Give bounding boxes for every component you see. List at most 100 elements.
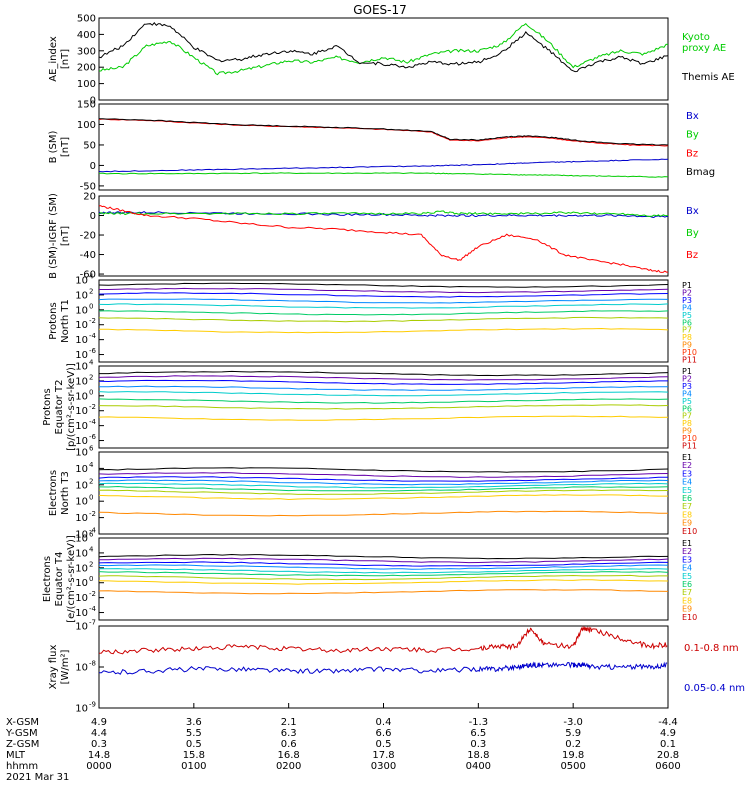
flux-channel-line [98, 579, 669, 585]
y-tick-label: 10 [75, 290, 88, 301]
x-axis-row-label: Z-GSM [6, 739, 39, 750]
legend-label: P3 [682, 296, 692, 305]
y-axis-label: Equator T2 [54, 380, 65, 435]
y-tick-label: 0 [90, 96, 96, 107]
flux-channel-line [98, 564, 669, 570]
series-line-themis-ae [98, 22, 669, 73]
y-tick-exponent: 2 [89, 477, 93, 485]
y-tick-label: 10 [75, 320, 88, 331]
y-tick-label: 100 [77, 120, 96, 131]
panel-frame [98, 451, 669, 535]
legend-label: P9 [682, 341, 692, 350]
y-tick-label: 100 [77, 79, 96, 90]
flux-channel-line [98, 485, 669, 492]
x-axis-value: 16.8 [278, 750, 300, 761]
y-tick-label: 10 [75, 622, 88, 633]
flux-channel-line [98, 553, 669, 560]
x-axis-value: 6.3 [281, 728, 297, 739]
y-tick-label: 10 [75, 530, 88, 541]
x-axis-value: -4.4 [658, 717, 678, 728]
flux-channel-line [98, 316, 669, 323]
y-tick-exponent: -8 [89, 660, 96, 668]
flux-channel-line [98, 472, 669, 478]
y-tick-exponent: -2 [89, 403, 96, 411]
flux-channel-line [98, 494, 668, 501]
x-axis-value: 17.8 [372, 750, 394, 761]
legend-label: P10 [682, 348, 697, 357]
series-line-bz [98, 205, 668, 273]
flux-channel-line [98, 310, 669, 316]
flux-channel-line [98, 589, 669, 595]
y-tick-label: 10 [75, 276, 88, 287]
y-axis-label: [W/m²] [60, 649, 71, 684]
legend-label: Bz [686, 148, 698, 159]
y-tick-label: 0 [90, 211, 96, 222]
y-tick-exponent: 2 [89, 287, 93, 295]
legend-label: P7 [682, 412, 692, 421]
legend-label: E7 [682, 588, 692, 597]
x-axis-value: 0.3 [470, 739, 486, 750]
y-tick-label: 10 [75, 350, 88, 361]
y-tick-label: 150 [77, 100, 96, 111]
x-axis-value: 0.1 [660, 739, 676, 750]
y-tick-exponent: 4 [89, 461, 94, 469]
x-axis-row-label: MLT [6, 750, 26, 761]
legend-label: P6 [682, 404, 692, 413]
y-axis-label: North T3 [60, 471, 71, 515]
legend-label: E10 [682, 613, 697, 622]
y-tick-exponent: 4 [89, 359, 94, 367]
legend-label: P5 [682, 311, 692, 320]
legend-label: P11 [682, 442, 697, 451]
y-tick-label: 10 [75, 578, 88, 589]
y-tick-exponent: -2 [89, 590, 96, 598]
legend-label: P3 [682, 382, 692, 391]
legend-label: E5 [682, 486, 692, 495]
legend-label: E3 [682, 555, 692, 564]
legend-label: Bx [686, 206, 699, 217]
y-tick-label: 10 [75, 436, 88, 447]
x-axis-value: 19.8 [562, 750, 584, 761]
legend-label: E6 [682, 494, 692, 503]
panel-frame [98, 103, 669, 191]
flux-channel-line [98, 379, 668, 385]
legend-label: E1 [682, 539, 692, 548]
panel-frame [98, 625, 669, 709]
x-axis-value: 3.6 [186, 717, 202, 728]
y-tick-label: 300 [77, 46, 96, 57]
y-tick-label: -60 [80, 270, 96, 281]
y-tick-label: 10 [75, 548, 88, 559]
x-axis-value: 0.5 [186, 739, 202, 750]
x-axis-value: 6.5 [470, 728, 486, 739]
y-tick-exponent: 2 [89, 560, 93, 568]
y-axis-label: [nT] [60, 226, 71, 246]
series-line-kyoto-proxy-ae [99, 23, 669, 76]
y-tick-label: 10 [75, 593, 88, 604]
flux-channel-line [98, 391, 669, 397]
legend-label: E1 [682, 453, 692, 462]
flux-channel-line [98, 327, 669, 334]
legend-label: E4 [682, 564, 692, 573]
legend-label: By [686, 130, 699, 141]
panel-7: Electrons Equator T4 [e/(cm²-s-sr-keV)]10 6… [42, 531, 697, 623]
x-axis-value: -1.3 [469, 717, 489, 728]
flux-channel-line [98, 404, 669, 410]
y-tick-exponent: 6 [89, 531, 94, 539]
y-axis-label: [e/(cm²-s-sr-keV)] [66, 535, 77, 623]
x-axis-labels: X-GSM 4.9 3.6 2.1 0.4 -1.3 -3.0 -4.4 Y-GSM 4.4 5.5… [5, 703, 681, 783]
flux-channel-line [98, 561, 669, 567]
y-tick-exponent: 0 [89, 388, 93, 396]
y-tick-label: 10 [75, 391, 88, 402]
y-tick-label: 10 [75, 421, 88, 432]
plot-title: GOES-17 [353, 3, 407, 17]
legend-label: Bmag [686, 167, 715, 178]
x-axis-value: 0000 [86, 761, 111, 772]
y-tick-exponent: -4 [89, 332, 97, 340]
y-tick-label: 10 [75, 497, 88, 508]
legend-label: Kyoto [682, 32, 710, 43]
y-axis-label: B (SM)-IGRF (SM) [48, 193, 59, 279]
panel-frame [98, 17, 669, 101]
legend-label: E2 [682, 547, 692, 556]
flux-channel-line [98, 292, 669, 298]
